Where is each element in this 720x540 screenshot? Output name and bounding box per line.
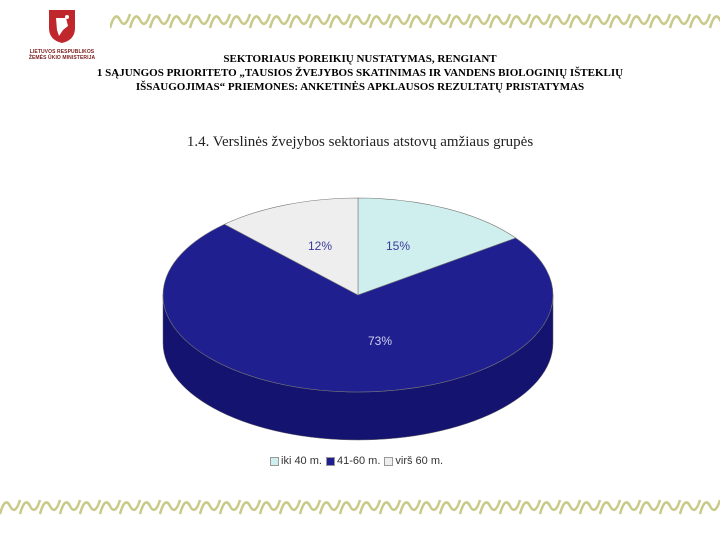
border-wave [258,499,282,515]
border-wave [298,499,322,515]
border-wave [148,13,172,29]
border-wave [548,13,572,29]
border-wave [308,13,332,29]
border-wave [478,499,502,515]
data-label-3: 12% [308,239,332,253]
border-wave [508,13,532,29]
border-wave [18,499,42,515]
border-wave [110,13,132,29]
pie-slice-1 [357,197,517,296]
border-wave [348,13,372,29]
border-wave [668,13,692,29]
border-wave [598,499,622,515]
border-wave [248,13,272,29]
border-wave [78,499,102,515]
border-wave [578,499,602,515]
border-wave [278,499,302,515]
border-wave [538,499,562,515]
border-wave [568,13,592,29]
border-wave [418,499,442,515]
legend-swatch-2 [325,456,335,466]
border-wave [238,499,262,515]
border-wave [58,499,82,515]
border-wave [528,13,552,29]
border-wave [588,13,612,29]
border-wave [488,13,512,29]
border-wave [158,499,182,515]
border-wave [178,499,202,515]
legend-item-1: iki 40 m. [270,455,322,467]
data-label-2: 73% [368,334,392,348]
border-wave [138,499,162,515]
border-wave [428,13,452,29]
border-wave [228,13,252,29]
border-wave [648,13,672,29]
border-wave [118,499,142,515]
border-wave [188,13,212,29]
legend-swatch-1 [270,456,279,466]
border-wave [98,499,122,515]
border-wave [268,13,292,29]
border-wave [368,13,392,29]
border-wave [378,499,402,515]
border-wave [518,499,542,515]
border-wave [398,499,422,515]
border-wave [38,499,62,515]
data-label-1: 15% [386,239,410,253]
legend-label-3: virš 60 m. [395,455,444,467]
border-wave [128,13,152,29]
chart-title: 1.4. Verslinės žvejybos sektoriaus atsto… [186,134,534,150]
header-line-3: IŠSAUGOJIMAS“ PRIEMONES: ANKETINĖS APKLA… [135,81,585,93]
border-wave [628,13,652,29]
border-wave [168,13,192,29]
legend-swatch-3 [384,456,394,466]
report-header: SEKTORIAUS POREIKIŲ NUSTATYMAS, RENGIANT… [40,52,680,94]
decorative-border-bottom [0,499,720,515]
border-wave [318,499,342,515]
border-wave [288,13,312,29]
border-wave [448,13,472,29]
border-wave [208,13,232,29]
legend-label-1: iki 40 m. [281,455,322,467]
ministry-logo: LIETUVOS RESPUBLIKOS ŽEMĖS ŪKIO MINISTER… [22,8,102,72]
border-wave [328,13,352,29]
border-wave [408,13,432,29]
border-wave [638,499,662,515]
coat-of-arms-icon [49,10,75,43]
border-wave [558,499,582,515]
header-line-1: SEKTORIAUS POREIKIŲ NUSTATYMAS, RENGIANT [223,53,497,65]
border-wave [698,499,720,515]
legend-item-3: virš 60 m. [384,455,443,467]
border-wave [688,13,712,29]
border-wave [618,499,642,515]
border-wave [468,13,492,29]
decorative-border-top [110,13,720,29]
border-wave [338,499,362,515]
logo-line-2: ŽEMĖS ŪKIO MINISTERIJA [28,55,96,61]
border-wave [198,499,222,515]
chart-legend: iki 40 m. 41-60 m. virš 60 m. [270,455,443,467]
border-wave [438,499,462,515]
border-wave [498,499,522,515]
border-wave [608,13,632,29]
border-wave [678,499,702,515]
border-wave [458,499,482,515]
legend-item-2: 41-60 m. [325,455,381,467]
border-wave [218,499,242,515]
header-line-2: 1 SĄJUNGOS PRIORITETO „TAUSIOS ŽVEJYBOS … [96,67,624,79]
logo-line-1: LIETUVOS RESPUBLIKOS [29,49,95,55]
border-wave [708,15,720,29]
border-wave [658,499,682,515]
border-wave [358,499,382,515]
border-wave [0,499,22,515]
pie-slice-2 [162,223,554,393]
border-wave [388,13,412,29]
pie-slice-3 [223,197,359,296]
legend-label-2: 41-60 m. [336,455,381,467]
